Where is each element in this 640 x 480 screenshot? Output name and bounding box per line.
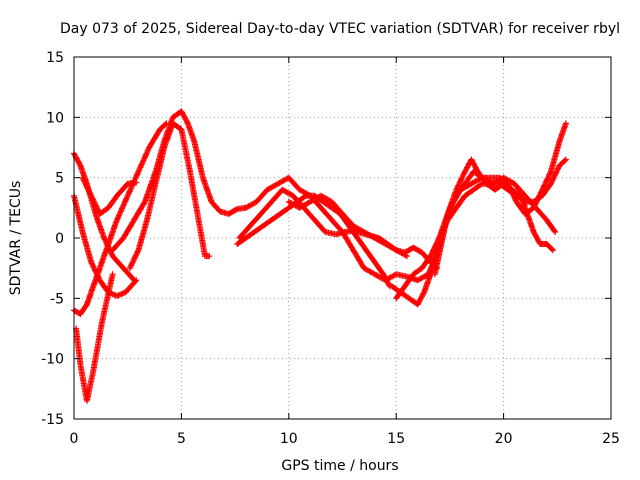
series-sat-d: [73, 271, 116, 404]
x-tick-label: 0: [70, 431, 79, 447]
y-tick-label: 5: [55, 171, 64, 187]
axis-ticks: 0 5 10 15 20 25 -15 -10 -5 0 5 10 15: [41, 50, 620, 447]
grid-lines: [74, 57, 611, 419]
series-sat-g: [126, 120, 213, 272]
data-marker-path: [431, 156, 556, 278]
data-marker-path: [73, 271, 116, 404]
data-marker-path: [79, 174, 140, 217]
data-marker-path: [126, 120, 213, 272]
y-tick-label: -15: [41, 412, 64, 428]
x-tick-label: 25: [602, 431, 620, 447]
y-tick-label: 10: [46, 110, 64, 126]
data-marker-path: [285, 192, 410, 260]
series-sat-e: [79, 174, 140, 217]
series-sat-m: [431, 156, 556, 278]
x-tick-label: 10: [280, 431, 298, 447]
x-tick-label: 15: [387, 431, 405, 447]
x-tick-label: 20: [495, 431, 513, 447]
x-axis-label: GPS time / hours: [281, 458, 398, 474]
y-tick-label: 0: [55, 231, 64, 247]
chart-title: Day 073 of 2025, Sidereal Day-to-day VTE…: [60, 21, 620, 37]
series-sat-n: [285, 192, 410, 260]
x-tick-label: 5: [177, 431, 186, 447]
y-tick-label: 15: [46, 50, 64, 66]
y-axis-label: SDTVAR / TECUs: [8, 181, 24, 296]
y-tick-label: -10: [41, 352, 64, 368]
y-tick-label: -5: [50, 291, 64, 307]
data-points: [71, 108, 569, 404]
